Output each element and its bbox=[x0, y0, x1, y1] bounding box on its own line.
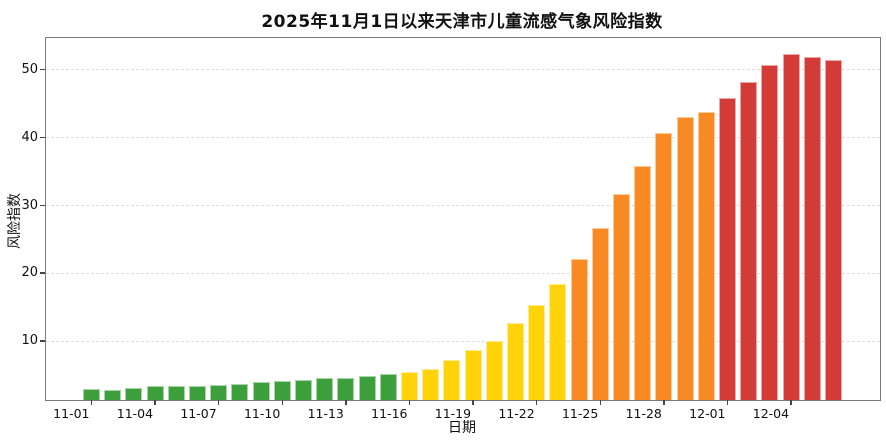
gridline-y50 bbox=[46, 69, 880, 71]
y-tick-label: 30 bbox=[21, 197, 38, 213]
y-tick-label: 20 bbox=[21, 265, 38, 281]
y-tick-mark bbox=[40, 204, 45, 207]
y-tick-mark bbox=[40, 136, 45, 139]
gridline-y20 bbox=[46, 272, 880, 274]
bar-11-18 bbox=[443, 359, 461, 400]
x-tick-label-11-07: 11-07 bbox=[180, 406, 217, 421]
y-tick-mark bbox=[40, 272, 45, 274]
x-tick-label-11-22: 11-22 bbox=[498, 406, 535, 421]
bar-11-20 bbox=[485, 340, 503, 400]
x-tick-label-12-04: 12-04 bbox=[752, 406, 790, 421]
chart-title: 2025年11月1日以来天津市儿童流感气象风险指数 bbox=[261, 12, 663, 32]
gridline-y30 bbox=[46, 205, 880, 207]
x-tick-mark bbox=[90, 400, 93, 405]
x-tick-label-11-25: 11-25 bbox=[561, 406, 599, 421]
y-tick-label: 40 bbox=[21, 129, 38, 145]
x-tick-mark bbox=[790, 400, 792, 405]
bar-11-01 bbox=[83, 389, 100, 400]
bar-11-11 bbox=[295, 379, 312, 400]
bar-12-03 bbox=[761, 64, 779, 400]
bar-11-25 bbox=[591, 228, 609, 400]
x-tick-mark bbox=[154, 400, 156, 405]
plot-area: 10 20 30 40 50 11-01 11-04 11-07 11-10 11-13 11-16… bbox=[21, 37, 881, 421]
bar-12-05 bbox=[803, 57, 821, 400]
x-tick-mark bbox=[345, 400, 347, 405]
bar-11-28 bbox=[655, 133, 673, 400]
x-tick-mark bbox=[599, 400, 602, 405]
bar-12-04 bbox=[782, 54, 800, 400]
bar-11-27 bbox=[634, 166, 652, 400]
x-tick-mark bbox=[535, 400, 538, 405]
bar-11-12 bbox=[316, 378, 334, 400]
bar-11-21 bbox=[507, 323, 524, 400]
x-axis-label: 日期 bbox=[448, 420, 476, 436]
bar-11-26 bbox=[613, 194, 630, 400]
y-tick-label: 50 bbox=[21, 61, 38, 77]
bar-11-29 bbox=[676, 116, 694, 400]
x-tick-label-11-01: 11-01 bbox=[53, 406, 90, 421]
x-tick-label-11-28: 11-28 bbox=[625, 406, 662, 421]
bar-11-30 bbox=[697, 112, 715, 400]
x-tick-label-11-10: 11-10 bbox=[243, 406, 281, 421]
bar-11-08 bbox=[231, 383, 249, 400]
x-tick-label-11-19: 11-19 bbox=[434, 406, 472, 421]
bar-11-05 bbox=[167, 385, 185, 400]
bar-11-23 bbox=[549, 283, 567, 400]
x-tick-mark bbox=[408, 400, 411, 405]
x-tick-mark bbox=[281, 400, 284, 405]
bar-11-13 bbox=[337, 377, 355, 400]
bar-11-22 bbox=[528, 304, 546, 400]
bar-11-04 bbox=[146, 386, 164, 400]
bar-12-06 bbox=[825, 60, 842, 400]
bar-11-07 bbox=[210, 385, 228, 400]
bar-11-02 bbox=[104, 389, 122, 400]
bar-11-09 bbox=[252, 381, 270, 400]
x-tick-mark bbox=[217, 400, 220, 405]
bar-11-24 bbox=[570, 259, 588, 400]
bar-11-06 bbox=[189, 385, 206, 400]
x-tick-label-11-16: 11-16 bbox=[371, 406, 408, 421]
x-tick-mark bbox=[663, 400, 665, 405]
x-tick-label-11-13: 11-13 bbox=[307, 406, 344, 421]
bar-12-01 bbox=[719, 97, 736, 400]
x-tick-label-11-04: 11-04 bbox=[116, 406, 154, 421]
y-tick-mark bbox=[40, 68, 45, 71]
bar-11-14 bbox=[358, 375, 376, 400]
y-tick-label: 10 bbox=[21, 333, 38, 349]
bar-11-15 bbox=[379, 374, 397, 400]
x-tick-label-12-01: 12-01 bbox=[689, 406, 726, 421]
gridline-y10 bbox=[46, 340, 880, 342]
gridline-y40 bbox=[46, 137, 880, 139]
bar-12-02 bbox=[740, 82, 758, 400]
bar-11-10 bbox=[273, 380, 291, 400]
x-tick-mark bbox=[726, 400, 729, 405]
bar-11-16 bbox=[401, 372, 418, 400]
bar-11-03 bbox=[125, 387, 143, 400]
y-tick-mark bbox=[40, 340, 45, 342]
x-tick-mark bbox=[472, 400, 474, 405]
bar-11-19 bbox=[464, 350, 482, 400]
bar-11-17 bbox=[422, 368, 440, 400]
